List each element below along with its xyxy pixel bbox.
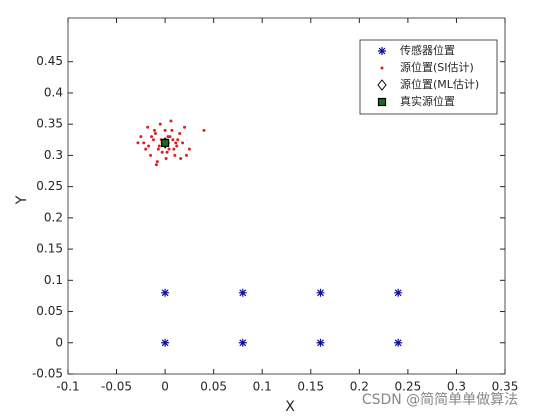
si-estimate-dot (154, 163, 158, 167)
si-estimate-dot (139, 135, 143, 139)
si-estimate-dot (136, 141, 140, 145)
si-estimate-dot (146, 125, 150, 129)
sensor-marker (238, 288, 247, 297)
si-estimate-dot (153, 132, 157, 136)
si-estimate-dot (147, 144, 151, 148)
si-estimate-dot (183, 125, 187, 129)
si-estimate-dot (173, 153, 177, 157)
y-tick-label: -0.05 (32, 367, 63, 381)
sensor-marker (378, 47, 386, 55)
legend-label: 真实源位置 (400, 94, 455, 108)
si-estimate-dot (179, 157, 183, 161)
si-estimate-dot (158, 122, 162, 126)
y-tick-label: 0.4 (44, 85, 63, 99)
x-tick-label: -0.1 (56, 380, 79, 394)
si-estimate-dot (187, 147, 191, 151)
si-estimate-dot (167, 147, 171, 151)
x-axis-label: X (285, 399, 295, 415)
si-estimate-dot (168, 135, 172, 139)
y-tick-label: 0.1 (44, 273, 63, 287)
y-tick-label: 0.25 (36, 179, 63, 193)
x-tick-label: 0 (161, 380, 169, 394)
x-tick-label: 0.25 (395, 380, 422, 394)
si-estimate-dot (176, 138, 180, 142)
si-estimate-dot (181, 141, 185, 145)
x-tick-label: 0.1 (253, 380, 272, 394)
si-estimate-dot (163, 128, 167, 132)
sensor-marker (161, 338, 170, 347)
si-estimate-dot (152, 128, 156, 132)
si-estimate-dot (149, 153, 153, 157)
x-tick-label: 0.05 (200, 380, 227, 394)
legend-label: 传感器位置 (400, 43, 455, 57)
true-source-marker (161, 138, 170, 148)
x-tick-label: -0.05 (101, 380, 132, 394)
si-estimate-dot (178, 132, 182, 136)
si-estimate-dot (151, 138, 155, 142)
si-estimate-dot (170, 128, 174, 132)
si-estimate-dot (184, 153, 188, 157)
y-tick-label: 0.15 (36, 242, 63, 256)
si-estimate-dot (160, 150, 164, 154)
x-tick-label: 0.2 (350, 380, 369, 394)
si-estimate-dot (202, 128, 206, 132)
sensor-marker (394, 338, 403, 347)
si-estimate-dot (380, 66, 384, 70)
ml-estimate-marker (377, 79, 387, 91)
si-estimate-dot (142, 141, 146, 145)
si-estimate-dot (150, 135, 154, 139)
sensor-marker (316, 338, 325, 347)
y-tick-label: 0.3 (44, 148, 63, 162)
y-tick-label: 0.05 (36, 304, 63, 318)
x-tick-label: 0.35 (492, 380, 519, 394)
legend-label: 源位置(SI估计) (400, 60, 474, 74)
si-estimate-dot (174, 141, 178, 145)
y-tick-label: 0.35 (36, 117, 63, 131)
y-tick-label: 0.45 (36, 54, 63, 68)
y-axis-label: Y (14, 195, 30, 205)
si-estimate-dot (175, 144, 179, 148)
x-tick-label: 0.3 (447, 380, 466, 394)
sensor-marker (394, 288, 403, 297)
y-tick-label: 0 (55, 335, 63, 349)
sensor-marker (238, 338, 247, 347)
sensor-marker (161, 288, 170, 297)
si-estimate-dot (156, 147, 160, 151)
si-estimate-dot (172, 147, 176, 151)
si-estimate-dot (144, 147, 148, 151)
y-tick-label: 0.2 (44, 210, 63, 224)
sensor-marker (316, 288, 325, 297)
si-estimate-dot (171, 138, 175, 142)
x-tick-label: 0.15 (297, 380, 324, 394)
si-estimate-dot (164, 157, 168, 161)
true-source-marker (377, 97, 387, 107)
si-estimate-dot (169, 119, 173, 123)
si-estimate-dot (155, 160, 159, 164)
legend-label: 源位置(ML估计) (400, 77, 479, 91)
watermark: CSDN @简简单单做算法 (362, 391, 518, 408)
si-estimate-dot (157, 144, 161, 148)
si-estimate-dot (165, 150, 169, 154)
